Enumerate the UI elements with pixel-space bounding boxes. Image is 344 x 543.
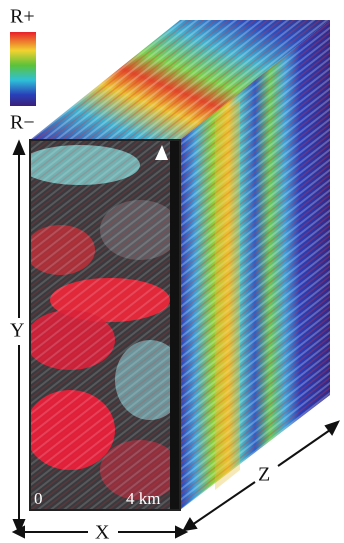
x-axis-label: X [95, 522, 110, 543]
axis-arrows [11, 139, 340, 539]
front-image [30, 140, 180, 510]
scale-end: 4 km [126, 489, 160, 508]
colorbar [10, 32, 36, 106]
scale-start: 0 [34, 489, 43, 508]
z-axis-label: Z [258, 464, 270, 486]
colorbar-top-label: R+ [10, 6, 35, 28]
cube-side-texture [180, 20, 330, 510]
cube-top-texture [30, 20, 330, 140]
front-frame [29, 139, 181, 511]
colorbar-bottom-label: R− [10, 112, 35, 134]
cube-band [215, 100, 240, 490]
y-axis-label: Y [10, 320, 24, 342]
